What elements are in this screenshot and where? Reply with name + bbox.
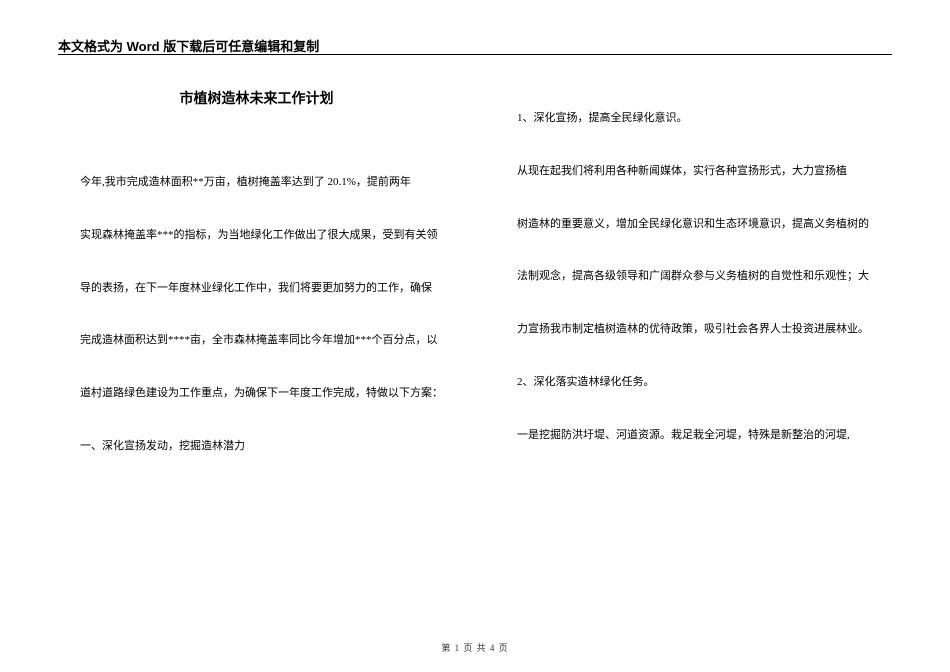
body-paragraph: 一是挖掘防洪圩堤、河道资源。栽足栽全河堤，特殊是新整治的河堤, [495,409,892,462]
body-paragraph: 法制观念，提高各级领导和广阔群众参与义务植树的自觉性和乐观性；大 [495,250,892,303]
body-paragraph: 1、深化宣扬，提高全民绿化意识。 [495,92,892,145]
body-paragraph: 导的表扬，在下一年度林业绿化工作中，我们将要更加努力的工作，确保 [58,262,455,315]
body-paragraph: 实现森林掩盖率***的指标，为当地绿化工作做出了很大成果，受到有关领 [58,209,455,262]
section-heading: 一、深化宣扬发动，挖掘造林潜力 [58,420,455,473]
body-paragraph: 今年,我市完成造林面积**万亩，植树掩盖率达到了 20.1%，提前两年 [58,156,455,209]
body-paragraph: 力宣扬我市制定植树造林的优待政策，吸引社会各界人士投资进展林业。 [495,303,892,356]
document-title: 市植树造林未来工作计划 [58,88,455,108]
body-paragraph: 树造林的重要意义，增加全民绿化意识和生态环境意识，提高义务植树的 [495,198,892,251]
body-paragraph: 完成造林面积达到****亩，全市森林掩盖率同比今年增加***个百分点，以 [58,314,455,367]
column-left: 市植树造林未来工作计划 今年,我市完成造林面积**万亩，植树掩盖率达到了 20.… [58,80,455,630]
body-paragraph: 从现在起我们将利用各种新闻媒体，实行各种宣扬形式，大力宣扬植 [495,145,892,198]
header-underline [58,54,892,55]
body-paragraph: 2、深化落实造林绿化任务。 [495,356,892,409]
header-notice: 本文格式为 Word 版下载后可任意编辑和复制 [58,36,319,55]
document-columns: 市植树造林未来工作计划 今年,我市完成造林面积**万亩，植树掩盖率达到了 20.… [58,80,892,630]
body-paragraph: 道村道路绿色建设为工作重点，为确保下一年度工作完成，特做以下方案： [58,367,455,420]
page-footer: 第 1 页 共 4 页 [0,641,950,654]
column-right: 1、深化宣扬，提高全民绿化意识。 从现在起我们将利用各种新闻媒体，实行各种宣扬形… [495,80,892,630]
